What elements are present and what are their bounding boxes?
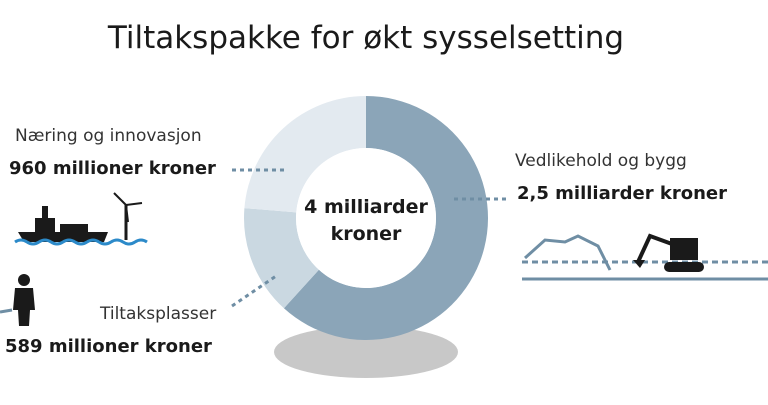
category-label: Vedlikehold og bygg bbox=[515, 151, 687, 171]
excavator-icon bbox=[522, 233, 768, 281]
person-icon bbox=[0, 274, 35, 326]
donut-segment bbox=[244, 96, 366, 213]
leader bbox=[231, 274, 277, 308]
center-label: 4 milliarder bbox=[304, 196, 428, 218]
value-label: 2,5 milliarder kroner bbox=[517, 183, 727, 204]
center-label: kroner bbox=[331, 223, 402, 245]
category-label: Tiltaksplasser bbox=[99, 304, 216, 324]
donut-segment bbox=[244, 208, 319, 309]
chart-title: Tiltakspakke for økt sysselsetting bbox=[107, 20, 624, 56]
donut-hole bbox=[296, 148, 436, 288]
value-label: 589 millioner kroner bbox=[5, 336, 212, 357]
category-label: Næring og innovasjon bbox=[15, 126, 202, 146]
ship-icon bbox=[14, 192, 148, 246]
shadow bbox=[274, 326, 458, 378]
donut bbox=[244, 96, 489, 341]
donut-segment bbox=[283, 96, 489, 341]
value-label: 960 millioner kroner bbox=[9, 158, 216, 179]
